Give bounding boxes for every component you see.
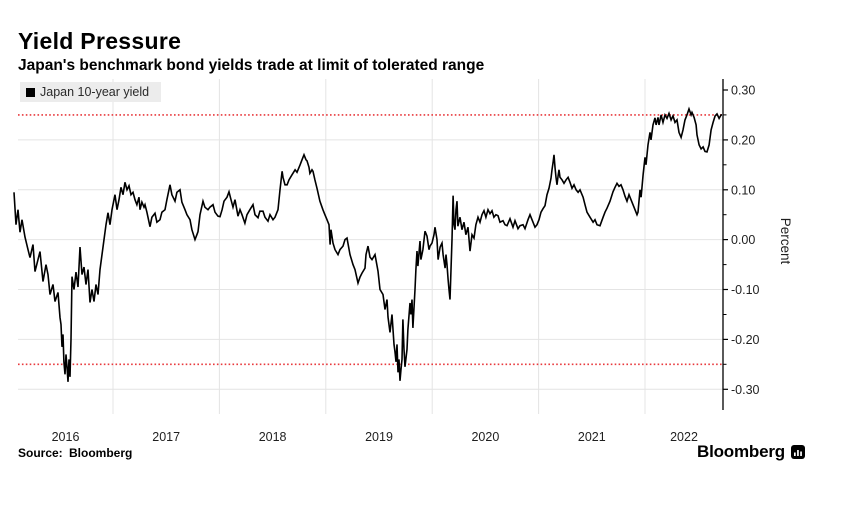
y-tick-label: 0.20 <box>731 133 755 147</box>
y-tick-label: 0.00 <box>731 233 755 247</box>
chart-subtitle: Japan's benchmark bond yields trade at l… <box>18 57 485 74</box>
y-axis-title: Percent <box>778 218 793 265</box>
bloomberg-logo: Bloomberg <box>697 442 805 462</box>
x-tick-label: 2018 <box>259 430 287 444</box>
y-tick-label: -0.10 <box>731 283 760 297</box>
y-tick-label: 0.30 <box>731 84 755 98</box>
yield-line <box>13 106 722 382</box>
y-tick-label: 0.10 <box>731 183 755 197</box>
y-tick-label: -0.20 <box>731 333 760 347</box>
x-tick-label: 2022 <box>670 430 698 444</box>
legend: Japan 10-year yield <box>20 82 162 102</box>
bloomberg-wordmark: Bloomberg <box>697 442 785 461</box>
source-note: Source: Bloomberg <box>18 446 133 460</box>
page-title: Yield Pressure <box>18 28 182 54</box>
x-tick-label: 2017 <box>152 430 180 444</box>
x-tick-label: 2019 <box>365 430 393 444</box>
x-tick-label: 2020 <box>471 430 499 444</box>
x-tick-label: 2021 <box>578 430 606 444</box>
legend-swatch-icon <box>26 87 35 97</box>
bloomberg-barchart-icon <box>790 445 805 459</box>
y-tick-label: -0.30 <box>731 383 760 397</box>
legend-label: Japan 10-year yield <box>40 85 150 99</box>
x-tick-label: 2016 <box>52 430 80 444</box>
